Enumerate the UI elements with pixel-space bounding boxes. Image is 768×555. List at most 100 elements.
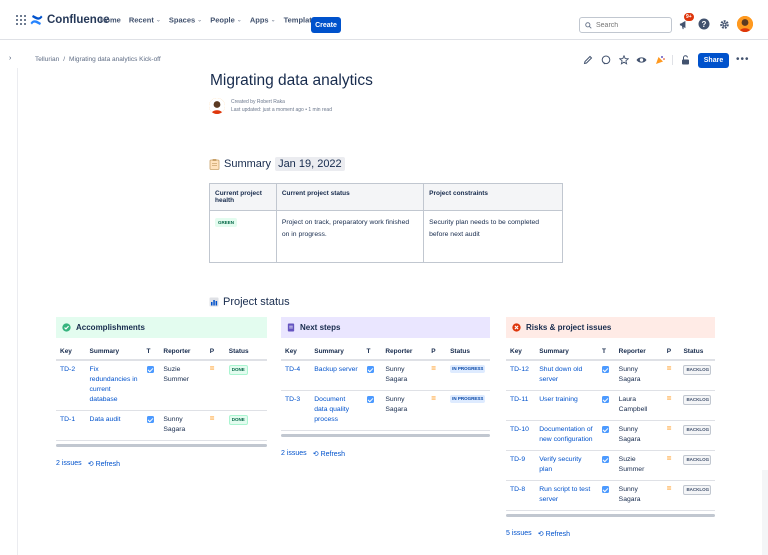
eye-icon	[636, 57, 647, 63]
app-switcher-icon[interactable]	[16, 15, 26, 25]
issue-summary[interactable]: Fix redundancies in current database	[85, 360, 143, 411]
confetti-button[interactable]	[654, 55, 665, 66]
issue-summary[interactable]: Shut down old server	[535, 360, 598, 391]
issue-type-cell	[597, 390, 615, 421]
priority-medium-icon: =	[666, 394, 672, 403]
nav-item-label: Templates	[283, 15, 321, 25]
nav-item-templates[interactable]: Templates	[284, 16, 321, 25]
issue-key[interactable]: TD-8	[506, 480, 536, 511]
byline-text: Created by Robert Raka Last updated: jus…	[231, 98, 332, 114]
column-header[interactable]: P	[205, 345, 225, 361]
nav-item-recent[interactable]: Recent ⌄	[129, 16, 161, 25]
confluence-logo[interactable]: Confluence	[30, 13, 110, 27]
column-header[interactable]: P	[662, 345, 680, 361]
column-header[interactable]: T	[597, 345, 615, 361]
breadcrumb-separator: /	[63, 56, 66, 63]
edit-button[interactable]	[582, 55, 593, 66]
restrictions-button[interactable]	[680, 55, 691, 66]
create-button[interactable]: Create	[311, 17, 341, 33]
issue-count[interactable]: 5 issues	[506, 530, 532, 537]
column-header[interactable]: Summary	[85, 345, 143, 361]
column-header[interactable]: Reporter	[381, 345, 428, 361]
issue-key[interactable]: TD-12	[506, 360, 536, 391]
column-header[interactable]: Status	[446, 345, 490, 361]
column-header[interactable]: Status	[679, 345, 715, 361]
issue-summary[interactable]: Data audit	[85, 410, 143, 441]
column-header[interactable]: Summary	[310, 345, 363, 361]
issue-key[interactable]: TD-4	[281, 360, 311, 391]
summary-date[interactable]: Jan 19, 2022	[275, 157, 345, 171]
issue-status-cell: BACKLOG	[679, 420, 715, 451]
nav-item-apps[interactable]: Apps ⌄	[250, 16, 276, 25]
column-header[interactable]: T	[142, 345, 160, 361]
column-header[interactable]: Key	[281, 345, 311, 361]
more-actions-button[interactable]: •••	[736, 54, 750, 65]
table-row: TD-1 Data audit Sunny Sagara = DONE	[56, 410, 267, 441]
nav-item-label: Home	[100, 15, 121, 25]
column-header[interactable]: Reporter	[614, 345, 663, 361]
nav-item-spaces[interactable]: Spaces ⌄	[169, 16, 202, 25]
search-input[interactable]	[596, 21, 666, 29]
issue-reporter: Suzie Summer	[159, 360, 206, 411]
issue-summary[interactable]: Document data quality process	[310, 390, 363, 431]
column-header[interactable]: Summary	[535, 345, 598, 361]
issue-key[interactable]: TD-2	[56, 360, 86, 411]
horizontal-scrollbar[interactable]	[506, 514, 715, 517]
issue-status-cell: BACKLOG	[679, 360, 715, 391]
column-header[interactable]: T	[362, 345, 382, 361]
task-type-icon	[366, 396, 374, 403]
page-title: Migrating data analytics	[210, 72, 373, 89]
gear-icon	[719, 19, 729, 29]
breadcrumb-page[interactable]: Migrating data analytics Kick-off	[69, 56, 161, 63]
issue-summary[interactable]: User training	[535, 390, 598, 421]
issue-summary[interactable]: Run script to test server	[535, 480, 598, 511]
summary-body-row: GREEN Project on track, preparatory work…	[209, 210, 563, 263]
column-header[interactable]: P	[427, 345, 447, 361]
notifications-button[interactable]: 9+	[677, 12, 695, 31]
column-header[interactable]: Reporter	[159, 345, 206, 361]
issue-summary[interactable]: Backup server	[310, 360, 363, 391]
column-header[interactable]: Key	[56, 345, 86, 361]
issue-summary[interactable]: Verify security plan	[535, 450, 598, 481]
issue-key[interactable]: TD-3	[281, 390, 311, 431]
horizontal-scrollbar[interactable]	[281, 434, 490, 437]
page-scrollbar[interactable]	[762, 470, 768, 555]
issue-key[interactable]: TD-11	[506, 390, 536, 421]
refresh-button[interactable]: ⟲ Refresh	[88, 460, 120, 469]
share-button[interactable]: Share	[698, 52, 729, 68]
user-avatar[interactable]	[737, 16, 753, 32]
nav-item-home[interactable]: Home	[100, 16, 121, 25]
nav-item-label: Spaces	[168, 15, 196, 25]
settings-button[interactable]	[717, 17, 731, 31]
refresh-button[interactable]: ⟲ Refresh	[538, 530, 570, 539]
column-header[interactable]: Key	[506, 345, 536, 361]
issue-count[interactable]: 2 issues	[281, 450, 307, 457]
issues-table: Key Summary T Reporter P Status TD-2 Fix redund…	[56, 345, 267, 441]
search-box[interactable]	[579, 17, 672, 33]
author-avatar-image	[209, 98, 225, 114]
issue-status-cell: BACKLOG	[679, 450, 715, 481]
issue-key[interactable]: TD-1	[56, 410, 86, 441]
task-type-icon	[601, 366, 609, 373]
nav-item-people[interactable]: People ⌄	[210, 16, 242, 25]
column-header[interactable]: Status	[224, 345, 267, 361]
star-button[interactable]	[618, 55, 629, 66]
confetti-icon	[655, 56, 665, 64]
issue-key[interactable]: TD-10	[506, 420, 536, 451]
horizontal-scrollbar[interactable]	[56, 444, 267, 447]
chevron-down-icon: ⌄	[197, 17, 203, 24]
sidebar-expand-icon[interactable]: ›	[9, 55, 12, 62]
author-avatar[interactable]	[209, 98, 225, 114]
watch-button[interactable]	[636, 55, 647, 66]
help-button[interactable]: ?	[697, 17, 711, 31]
refresh-button[interactable]: ⟲ Refresh	[313, 450, 345, 459]
issue-key[interactable]: TD-9	[506, 450, 536, 481]
issue-count[interactable]: 2 issues	[56, 460, 82, 467]
created-by[interactable]: Created by Robert Raka	[231, 99, 285, 105]
comment-button[interactable]	[600, 55, 611, 66]
issue-type-cell	[142, 360, 160, 411]
breadcrumb-space[interactable]: Tellurian	[35, 56, 60, 63]
nav-icon-group: 9+ ?	[677, 12, 753, 34]
breadcrumb: Tellurian / Migrating data analytics Kic…	[35, 56, 161, 63]
issue-summary[interactable]: Documentation of new configuration	[535, 420, 598, 451]
